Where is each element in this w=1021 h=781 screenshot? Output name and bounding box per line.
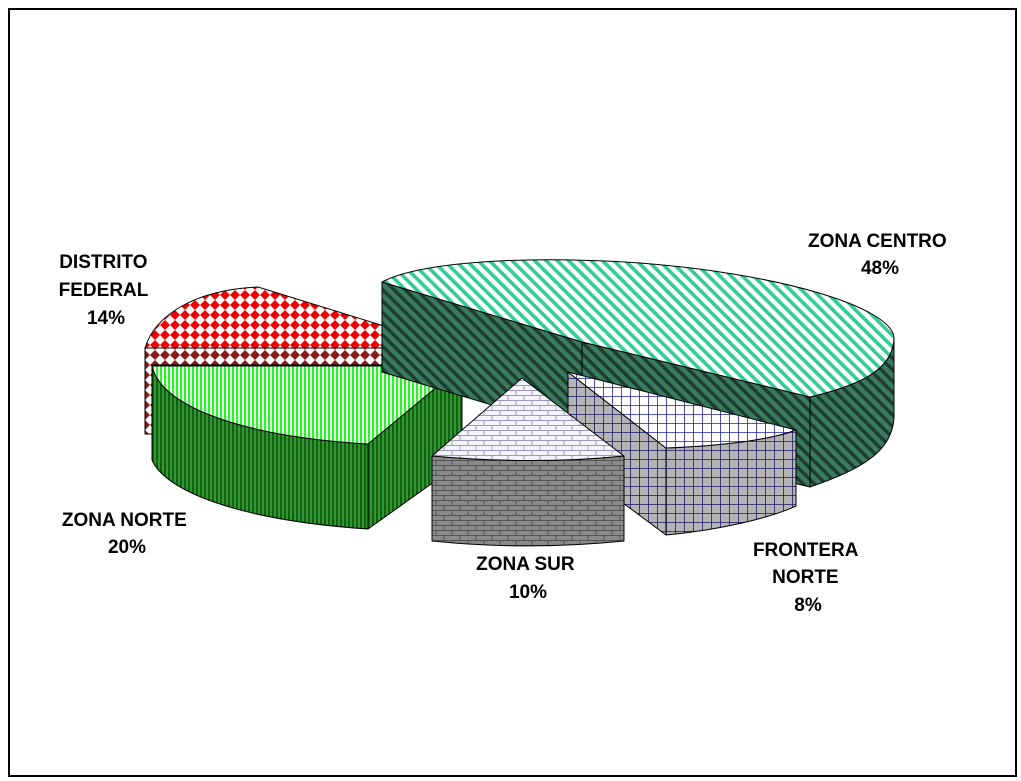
label-frontera-norte-line2: NORTE [772,567,839,588]
label-distrito-federal: DISTRITO FEDERAL 14% [59,252,154,329]
label-frontera-norte-line1: FRONTERA [753,540,859,561]
slice-zona-norte [151,365,463,530]
label-zona-norte-name: ZONA NORTE [62,510,187,531]
slice-zona-sur [431,377,625,547]
label-zona-centro-percent: 48% [861,258,899,279]
label-zona-sur-name: ZONA SUR [476,554,575,575]
label-frontera-norte: FRONTERA NORTE 8% [753,540,863,616]
label-zona-norte-percent: 20% [108,537,146,558]
label-distrito-federal-percent: 14% [87,308,125,329]
slice-zona-sur-top [431,377,625,461]
label-zona-centro: ZONA CENTRO 48% [808,231,952,279]
label-zona-centro-name: ZONA CENTRO [808,231,947,252]
slice-zona-sur-side [431,455,625,547]
label-frontera-norte-percent: 8% [794,595,822,616]
slice-zona-centro-top [381,259,895,398]
label-zona-sur: ZONA SUR 10% [476,554,580,603]
label-zona-sur-percent: 10% [509,582,547,603]
slice-zona-norte-top [151,365,463,445]
label-zona-norte: ZONA NORTE 20% [62,510,192,558]
label-distrito-federal-line1: DISTRITO [59,252,147,273]
label-distrito-federal-line2: FEDERAL [59,280,149,301]
slice-distrito-federal-top [144,286,456,349]
slice-frontera-norte-top [567,371,797,449]
